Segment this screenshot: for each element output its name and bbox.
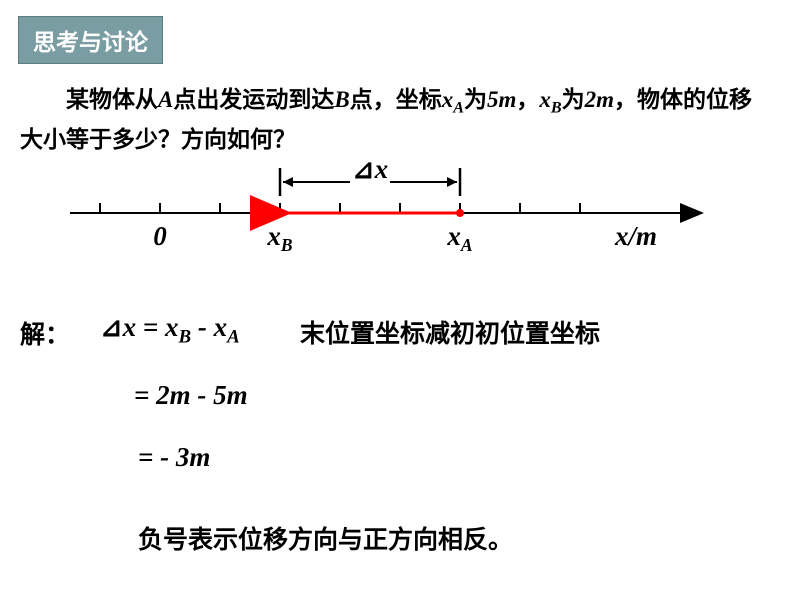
eq1-body: x = x xyxy=(123,312,179,342)
xB-sub: B xyxy=(551,100,562,117)
equation-2: = 2m - 5m xyxy=(134,380,248,411)
eq1-mid: - x xyxy=(191,312,227,342)
number-line-diagram: 0 xB xA x/m ⊿x xyxy=(60,158,720,273)
svg-text:0: 0 xyxy=(153,221,167,251)
xB: x xyxy=(539,87,551,112)
equation-1-note: 末位置坐标减初初位置坐标 xyxy=(300,314,600,350)
svg-text:xA: xA xyxy=(446,221,472,255)
svg-text:⊿x: ⊿x xyxy=(352,158,388,184)
conclusion: 负号表示位移方向与正方向相反。 xyxy=(138,520,513,556)
t: 点出发运动到达 xyxy=(173,87,334,112)
delta: ⊿ xyxy=(100,312,123,342)
xA-sub: A xyxy=(453,100,464,117)
valB: 2m xyxy=(585,87,614,112)
problem-text: 某物体从A点出发运动到达B点，坐标xA为5m，xB为2m，物体的位移大小等于多少… xyxy=(20,82,764,157)
equation-1: ⊿x = xB - xA xyxy=(100,312,240,348)
eq1-subB: B xyxy=(179,326,192,347)
t: ， xyxy=(516,87,539,112)
pointA: A xyxy=(158,87,173,112)
t: 点，坐标 xyxy=(350,87,442,112)
pointB: B xyxy=(334,87,349,112)
section-badge: 思考与讨论 xyxy=(18,16,163,64)
solution-label: 解： xyxy=(20,315,70,351)
t: 为 xyxy=(562,87,585,112)
xA: x xyxy=(442,87,454,112)
t: 为 xyxy=(464,87,487,112)
t: 某物体从 xyxy=(66,87,158,112)
equation-3: = - 3m xyxy=(138,442,210,473)
svg-text:x/m: x/m xyxy=(614,221,657,251)
svg-text:xB: xB xyxy=(266,221,293,255)
eq1-subA: A xyxy=(227,326,240,347)
valA: 5m xyxy=(487,87,516,112)
